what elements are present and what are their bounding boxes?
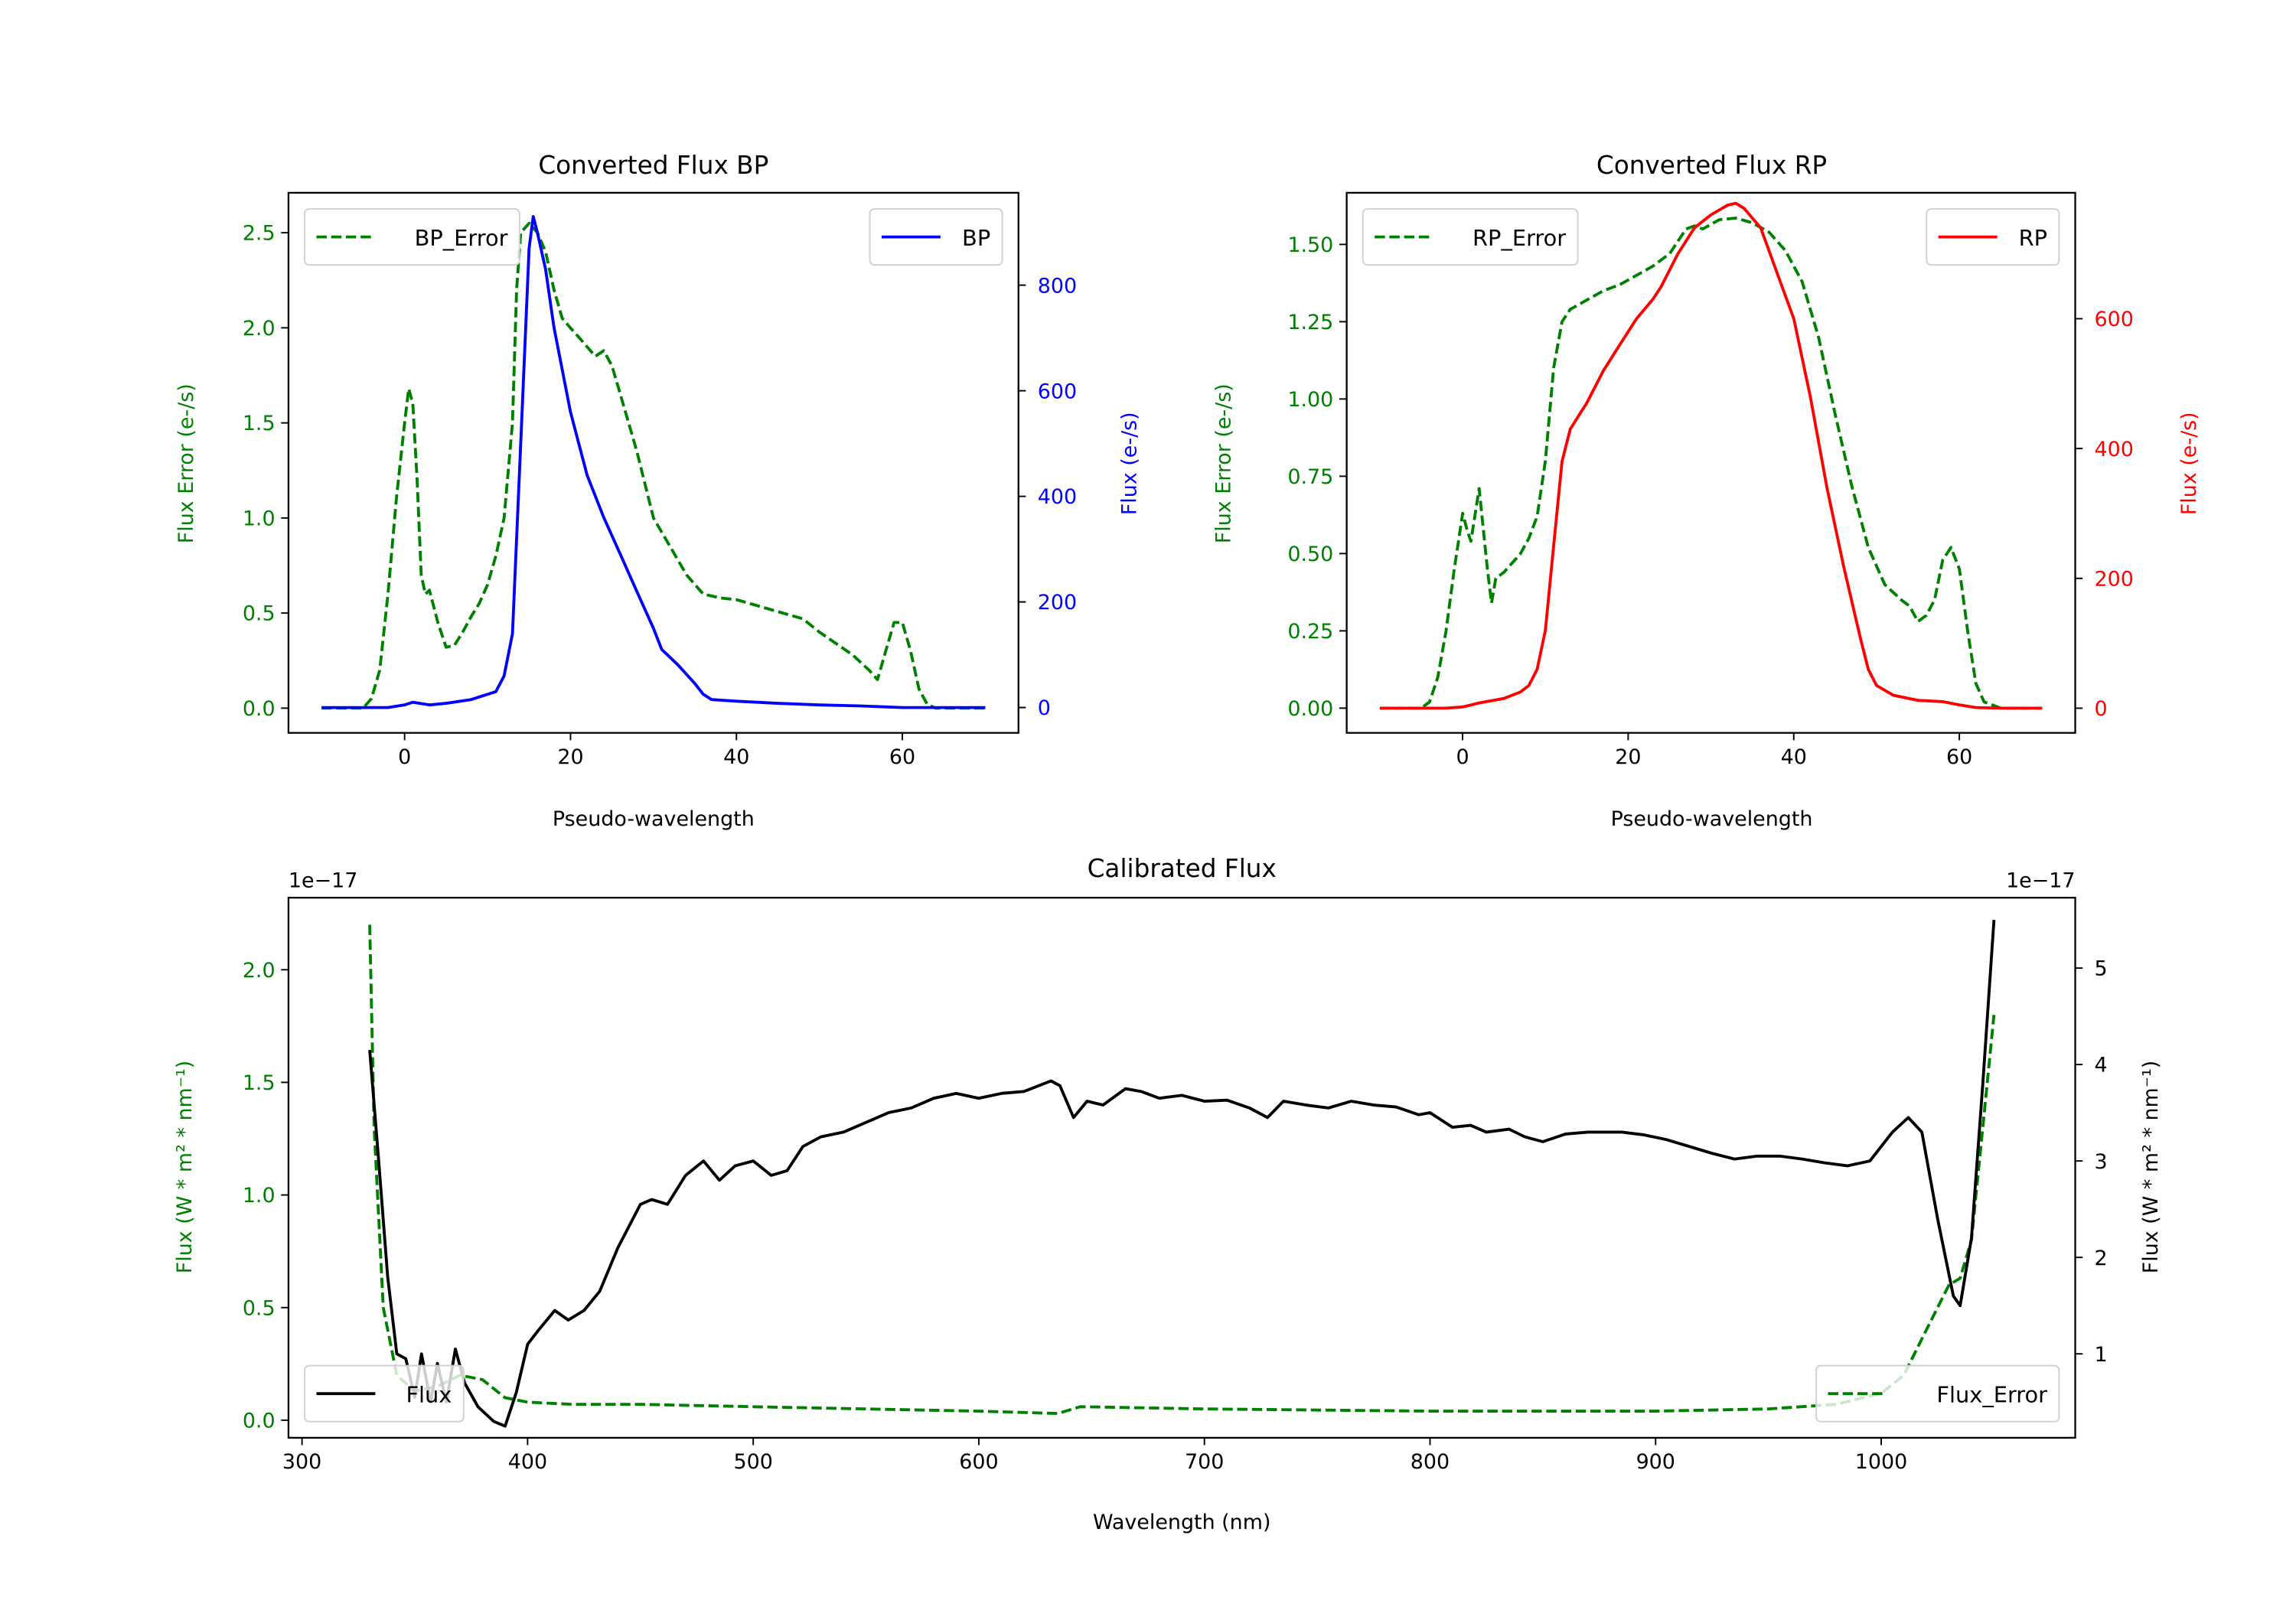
calibrated-offset-right: 1e−17 (2006, 869, 2075, 893)
calibrated-ylabel-left: Flux (W * m² * nm⁻¹) (173, 1061, 197, 1273)
legend-label: BP (962, 225, 990, 251)
calibrated-ytick-label-right: 4 (2095, 1054, 2108, 1077)
rp-ytick-label-left: 1.25 (1287, 311, 1333, 334)
bp-xtick-label: 60 (889, 745, 915, 769)
rp-xtick-label: 20 (1615, 745, 1641, 769)
bp-ylabel-right: Flux (e-/s) (1118, 412, 1142, 515)
rp-ylabel-left: Flux Error (e-/s) (1212, 383, 1236, 543)
bp-ytick-label-right: 600 (1038, 380, 1077, 403)
bp-ytick-label-left: 2.5 (243, 222, 276, 246)
calibrated-legend-flux-error: Flux_Error (1815, 1364, 2060, 1423)
bp-ytick-label-left: 2.0 (243, 317, 276, 341)
rp-panel: Converted Flux RP Pseudo-wavelength Flux… (1212, 151, 2202, 831)
calibrated-xtick-label: 800 (1411, 1450, 1450, 1474)
legend-label: Flux (406, 1382, 452, 1408)
rp-ytick-label-left: 0.25 (1287, 620, 1333, 644)
legend-box (304, 208, 520, 266)
bp-axes-frame (287, 191, 1019, 734)
calibrated-xtick-label: 900 (1636, 1450, 1675, 1474)
calibrated-series-flux (368, 919, 1996, 1428)
calibrated-ylabel-right: Flux (W * m² * nm⁻¹) (2139, 1061, 2163, 1273)
bp-ytick-label-left: 1.0 (243, 507, 276, 530)
rp-ytick-label-left: 0.75 (1287, 465, 1333, 489)
legend-label: Flux_Error (1936, 1382, 2047, 1408)
rp-ytick-label-left: 0.50 (1287, 543, 1333, 566)
bp-legend-bp-error: BP_Error (304, 208, 520, 266)
calibrated-xtick-label: 400 (508, 1450, 547, 1474)
rp-ytick-label-right: 400 (2095, 438, 2134, 461)
rp-axes-frame (1345, 191, 2076, 734)
bp-panel: Converted Flux BP Pseudo-wavelength Flux… (174, 151, 1142, 831)
legend-label: BP_Error (415, 225, 508, 251)
rp-title: Converted Flux RP (1596, 151, 1827, 180)
rp-ytick-label-left: 1.00 (1287, 388, 1333, 412)
calibrated-ytick-label-left: 0.5 (243, 1296, 276, 1320)
rp-ytick-label-left: 1.50 (1287, 233, 1333, 257)
bp-ytick-label-left: 1.5 (243, 412, 276, 435)
rp-xtick-label: 60 (1946, 745, 1972, 769)
calibrated-title: Calibrated Flux (1088, 854, 1277, 883)
calibrated-ytick-label-right: 5 (2095, 957, 2108, 981)
bp-ytick-label-left: 0.5 (243, 602, 276, 626)
bp-title: Converted Flux BP (538, 151, 768, 180)
calibrated-ytick-label-left: 1.0 (243, 1184, 276, 1208)
bp-legend-bp: BP (869, 208, 1003, 266)
bp-series-bp (321, 214, 986, 709)
bp-series-bp-error (321, 221, 986, 710)
calibrated-axes-frame (287, 896, 2076, 1439)
rp-xtick-label: 40 (1781, 745, 1807, 769)
bp-ytick-label-right: 400 (1038, 485, 1077, 509)
bp-ytick-label-right: 800 (1038, 274, 1077, 298)
calibrated-xtick-label: 1000 (1855, 1450, 1907, 1474)
rp-ytick-label-right: 0 (2095, 697, 2108, 721)
bp-ytick-label-left: 0.0 (243, 697, 276, 721)
bp-xtick-label: 0 (398, 745, 411, 769)
legend-box (1362, 208, 1579, 266)
legend-box (304, 1364, 465, 1423)
calibrated-xtick-label: 700 (1185, 1450, 1224, 1474)
calibrated-xtick-label: 600 (959, 1450, 998, 1474)
calibrated-ytick-label-left: 0.0 (243, 1410, 276, 1433)
rp-ylabel-right: Flux (e-/s) (2177, 412, 2201, 515)
calibrated-xlabel: Wavelength (nm) (1093, 1511, 1270, 1534)
rp-ytick-label-left: 0.00 (1287, 697, 1333, 721)
bp-ytick-label-right: 0 (1038, 696, 1051, 720)
rp-legend-rp: RP (1926, 208, 2060, 266)
rp-legend-rp-error: RP_Error (1362, 208, 1579, 266)
legend-label: RP (2019, 225, 2047, 251)
rp-xtick-label: 0 (1456, 745, 1469, 769)
rp-ytick-label-right: 600 (2095, 308, 2134, 331)
calibrated-ytick-label-right: 1 (2095, 1343, 2108, 1367)
calibrated-ytick-label-left: 2.0 (243, 959, 276, 983)
calibrated-ytick-label-right: 2 (2095, 1247, 2108, 1270)
bp-ylabel-left: Flux Error (e-/s) (174, 383, 198, 543)
calibrated-ytick-label-left: 1.5 (243, 1071, 276, 1095)
bp-xlabel: Pseudo-wavelength (553, 807, 755, 831)
bp-ytick-label-right: 200 (1038, 591, 1077, 614)
legend-box (1815, 1364, 2060, 1423)
calibrated-ytick-label-right: 3 (2095, 1150, 2108, 1174)
bp-xtick-label: 40 (723, 745, 749, 769)
legend-label: RP_Error (1473, 225, 1566, 251)
calibrated-xtick-label: 300 (282, 1450, 321, 1474)
calibrated-xtick-label: 500 (733, 1450, 772, 1474)
calibrated-legend-flux: Flux (304, 1364, 465, 1423)
rp-ytick-label-right: 200 (2095, 567, 2134, 591)
calibrated-panel: Calibrated Flux Wavelength (nm) Flux (W … (173, 854, 2163, 1534)
rp-series-rp (1379, 201, 2043, 710)
calibrated-offset-left: 1e−17 (289, 869, 357, 893)
rp-xlabel: Pseudo-wavelength (1611, 807, 1813, 831)
rp-series-rp-error (1379, 217, 2043, 710)
bp-xtick-label: 20 (557, 745, 583, 769)
